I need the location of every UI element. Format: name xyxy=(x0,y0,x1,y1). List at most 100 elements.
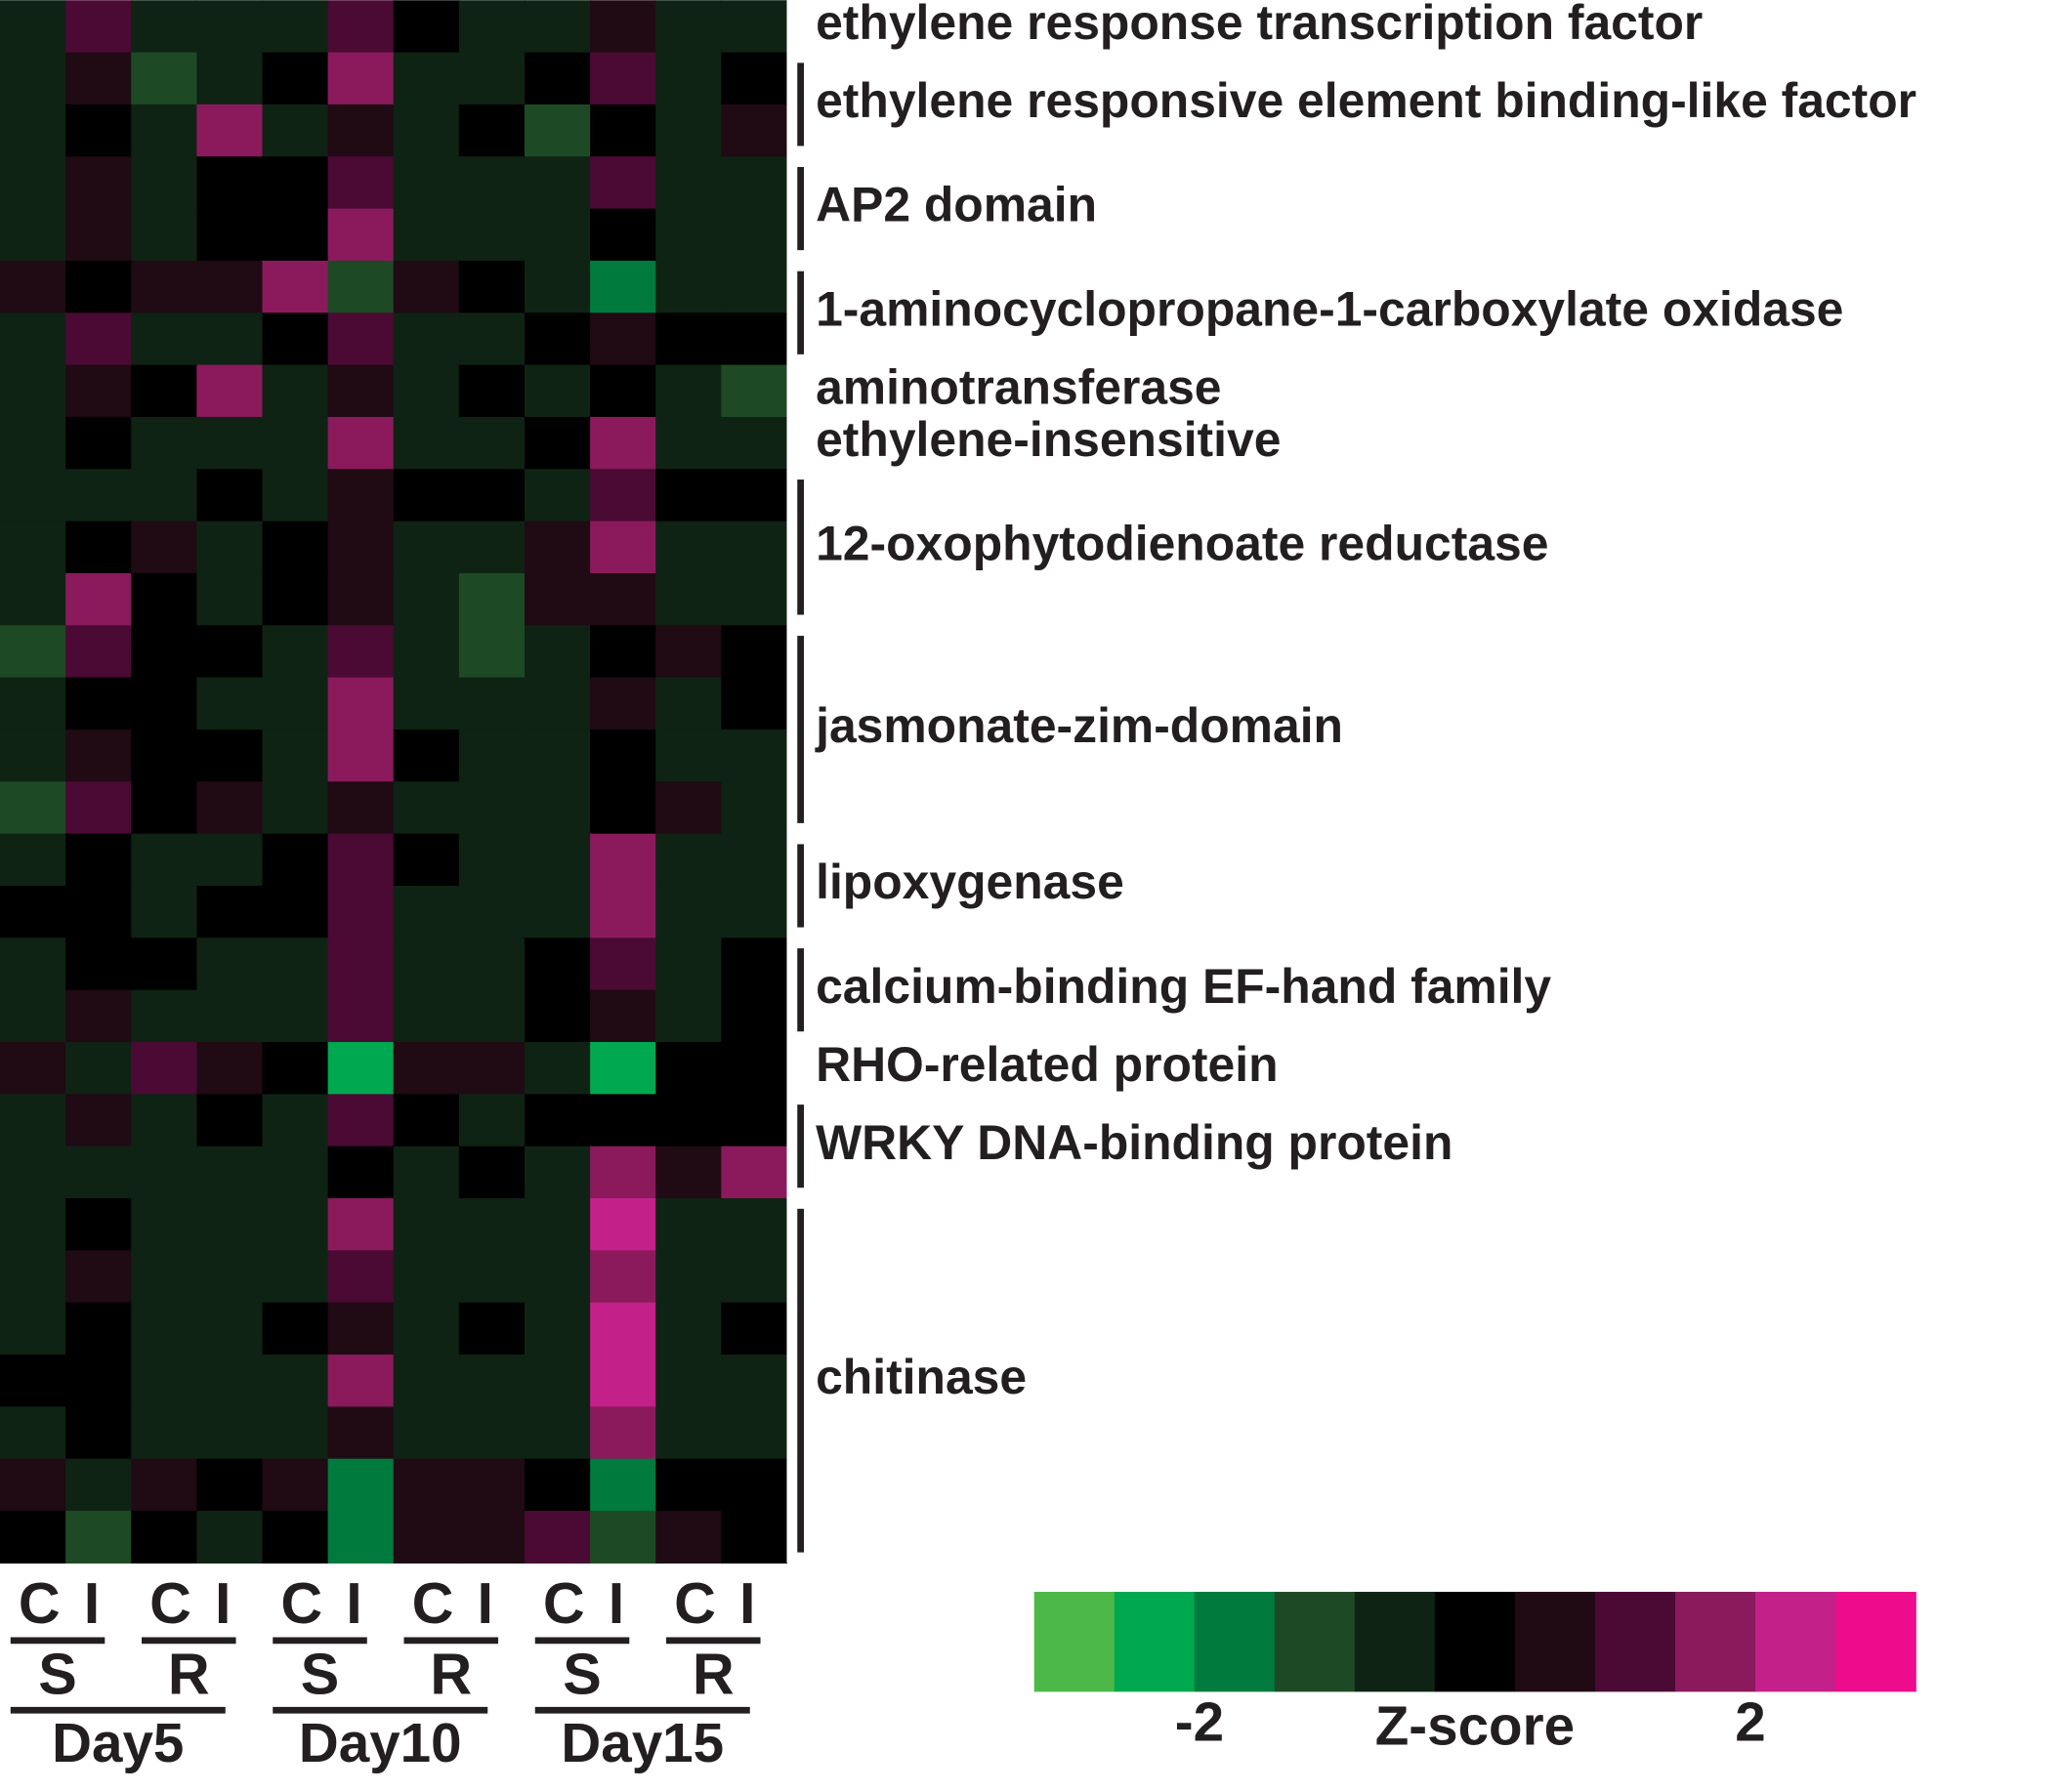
column-label: I xyxy=(346,1570,361,1636)
heatmap-cell xyxy=(196,416,264,470)
heatmap-cell xyxy=(131,1094,198,1147)
heatmap-cell xyxy=(131,625,198,679)
heatmap-cell xyxy=(721,1250,788,1304)
heatmap-cell xyxy=(524,521,591,574)
heatmap-cell xyxy=(393,1354,460,1408)
group-bracket xyxy=(797,844,804,928)
heatmap-cell xyxy=(721,260,788,313)
heatmap-cell xyxy=(524,885,591,939)
heatmap-cell xyxy=(655,52,723,105)
group-label: S xyxy=(563,1642,602,1707)
heatmap-cell xyxy=(0,1094,66,1147)
heatmap-cell xyxy=(655,833,723,887)
heatmap-cell xyxy=(458,1406,526,1460)
heatmap-cell xyxy=(458,1302,526,1355)
heatmap-cell xyxy=(327,156,395,210)
heatmap-cell xyxy=(655,1042,723,1096)
heatmap-cell xyxy=(0,364,66,418)
heatmap-cell xyxy=(262,1406,329,1460)
heatmap-cell xyxy=(327,729,395,782)
heatmap-cell xyxy=(590,313,656,366)
heatmap-cell xyxy=(65,677,132,730)
heatmap-cell xyxy=(196,1250,264,1304)
heatmap-cell xyxy=(131,677,198,730)
heatmap-cell xyxy=(524,1511,591,1564)
heatmap-cell xyxy=(131,416,198,470)
heatmap-cell xyxy=(196,833,264,887)
heatmap-cell xyxy=(393,729,460,782)
heatmap-cell xyxy=(590,208,656,262)
heatmap-cell xyxy=(458,156,526,210)
colorbar-bin xyxy=(1755,1592,1836,1692)
column-label: I xyxy=(739,1570,755,1636)
heatmap-cell xyxy=(721,521,788,574)
heatmap-cell xyxy=(262,781,329,835)
column-label: C xyxy=(412,1570,454,1636)
heatmap-cell xyxy=(0,469,66,522)
heatmap-cell xyxy=(327,0,395,54)
heatmap-cell xyxy=(721,989,788,1043)
heatmap-cell xyxy=(131,1198,198,1252)
group-label: R xyxy=(693,1642,735,1707)
heatmap-cell xyxy=(0,729,66,782)
heatmap-cell xyxy=(458,208,526,262)
heatmap-cell xyxy=(655,1458,723,1512)
heatmap-cell xyxy=(458,1354,526,1408)
heatmap-cell xyxy=(327,1406,395,1460)
heatmap-cell xyxy=(393,260,460,313)
heatmap-cell xyxy=(590,1198,656,1252)
heatmap-cell xyxy=(131,364,198,418)
heatmap-cell xyxy=(721,104,788,157)
heatmap-cell xyxy=(262,1250,329,1304)
heatmap-cell xyxy=(524,313,591,366)
heatmap-cell xyxy=(0,781,66,835)
heatmap-cell xyxy=(655,885,723,939)
column-label: C xyxy=(674,1570,716,1636)
heatmap-cell xyxy=(65,938,132,991)
heatmap-cell xyxy=(721,364,788,418)
heatmap-cell xyxy=(65,260,132,313)
heatmap-cell xyxy=(262,572,329,626)
heatmap-cell xyxy=(131,52,198,105)
heatmap-cell xyxy=(655,208,723,262)
heatmap-cell xyxy=(721,1302,788,1355)
column-label: I xyxy=(84,1570,100,1636)
heatmap-cell xyxy=(590,156,656,210)
heatmap-cell xyxy=(196,1406,264,1460)
heatmap-cell xyxy=(655,1354,723,1408)
heatmap-cell xyxy=(196,364,264,418)
heatmap-cell xyxy=(524,1042,591,1096)
heatmap-cell xyxy=(0,938,66,991)
colorbar-bin xyxy=(1274,1592,1356,1692)
heatmap-cell xyxy=(131,572,198,626)
heatmap-cell xyxy=(393,677,460,730)
heatmap-cell xyxy=(327,833,395,887)
column-label: C xyxy=(543,1570,585,1636)
heatmap-cell xyxy=(721,208,788,262)
heatmap-cell xyxy=(196,0,264,54)
heatmap-cell xyxy=(196,521,264,574)
heatmap-cell xyxy=(262,0,329,54)
heatmap-cell xyxy=(262,156,329,210)
heatmap-cell xyxy=(524,938,591,991)
heatmap-cell xyxy=(196,989,264,1043)
heatmap-cell xyxy=(131,729,198,782)
heatmap-cell xyxy=(0,156,66,210)
heatmap-cell xyxy=(393,833,460,887)
colorbar-tick-label: 2 xyxy=(1735,1690,1765,1752)
heatmap-cell xyxy=(262,1094,329,1147)
heatmap-cell xyxy=(655,1406,723,1460)
heatmap-cell xyxy=(655,1302,723,1355)
heatmap-cell xyxy=(721,0,788,54)
heatmap-cell xyxy=(0,885,66,939)
heatmap-cell xyxy=(0,572,66,626)
gene-label: 12-oxophytodienoate reductase xyxy=(816,516,1548,570)
heatmap-cell xyxy=(393,1406,460,1460)
heatmap-cell xyxy=(458,1094,526,1147)
heatmap-cell xyxy=(524,677,591,730)
heatmap-cell xyxy=(721,313,788,366)
heatmap-cell xyxy=(524,469,591,522)
heatmap-cell xyxy=(458,1250,526,1304)
heatmap-cell xyxy=(0,1198,66,1252)
heatmap-cell xyxy=(196,1302,264,1355)
